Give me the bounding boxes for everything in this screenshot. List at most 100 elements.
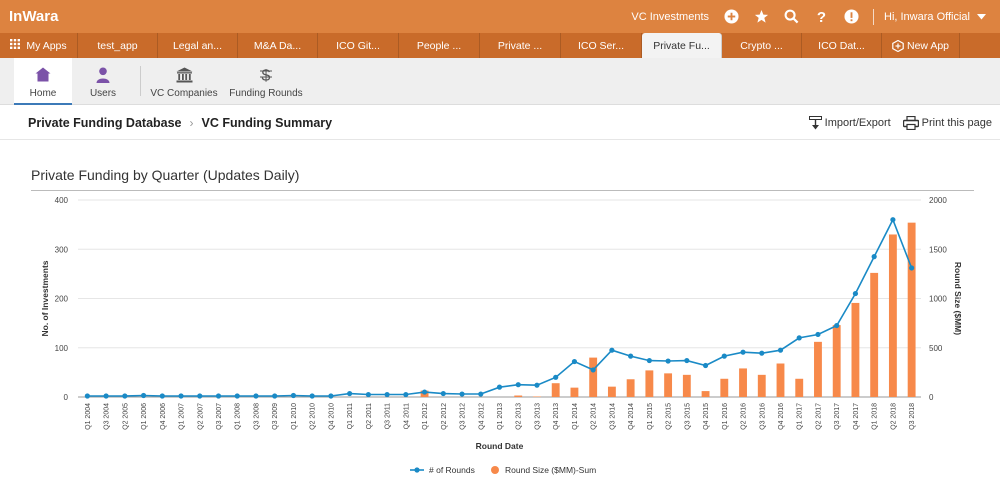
point-rounds [609,347,615,353]
tab-new-app[interactable]: New App [882,33,960,58]
bar-round-size [795,378,804,397]
bar-round-size [870,272,879,397]
x-tick-label: Q1 2012 [422,403,429,430]
point-rounds [534,382,540,388]
x-tick-label: Q2 2012 [441,403,448,430]
point-rounds [834,322,840,329]
bar-round-size [851,302,860,397]
x-tick-label: Q3 2008 [253,403,260,430]
header-divider [873,8,874,25]
x-tick-label: Q2 2017 [815,403,822,430]
x-tick-label: Q2 2016 [741,403,748,430]
nav-funding-rounds[interactable]: $ Funding Rounds [227,58,305,105]
tab-test-app[interactable]: test_app [78,33,158,58]
x-tick-label: Q4 2014 [628,403,635,430]
bar-round-size [814,341,822,397]
breadcrumb-bar: Private Funding Database › VC Funding Su… [0,106,1000,140]
tab-label: M&A Da... [253,39,302,52]
point-rounds [253,393,259,399]
tab-my-apps[interactable]: My Apps [0,33,78,58]
bar-round-size [645,370,654,397]
brand-logo[interactable]: InWara [9,8,59,25]
breadcrumb-chevron-icon: › [189,115,194,130]
star-icon[interactable] [753,9,769,25]
main-content: Private Funding by Quarter (Updates Dail… [0,141,1000,483]
point-rounds [702,362,709,369]
nav-vc-companies[interactable]: VC Companies [147,58,221,105]
vc-investments-link[interactable]: VC Investments [631,10,709,23]
tab-label: test_app [97,39,138,52]
point-rounds [796,335,802,341]
y2-tick-label: 2000 [929,196,947,205]
user-menu[interactable]: Hi, Inwara Official [884,11,986,23]
nav-users[interactable]: Users [72,58,134,105]
plus-circle-icon[interactable] [723,9,739,25]
import-export-icon [808,116,825,130]
home-icon [35,65,51,85]
tab-legal[interactable]: Legal an... [158,33,238,58]
point-rounds [740,349,746,355]
point-rounds [478,391,484,397]
x-tick-label: Q2 2014 [591,403,598,430]
x-tick-label: Q2 2007 [197,403,204,430]
tab-label: People ... [416,39,462,52]
tab-ma-data[interactable]: M&A Da... [238,33,318,58]
tab-crypto[interactable]: Crypto ... [722,33,802,58]
point-rounds [215,393,222,399]
tab-people[interactable]: People ... [399,33,480,58]
bar-round-size [720,378,729,397]
tab-label: Private ... [497,39,543,52]
tab-label: ICO Git... [336,39,380,52]
svg-text:$: $ [262,68,271,84]
nav-divider [140,66,141,96]
tab-private[interactable]: Private ... [480,33,561,58]
bar-round-size [682,374,691,397]
nav-home[interactable]: Home [14,58,72,105]
print-button[interactable]: Print this page [902,116,992,130]
point-rounds [234,393,240,399]
title-divider [31,190,974,191]
bar-round-size [626,379,635,397]
legend-label-rounds: # of Rounds [429,465,475,475]
search-icon[interactable] [783,9,799,25]
x-axis-title: Round Date [476,441,524,451]
nav-label: Home [29,87,57,99]
x-tick-label: Q1 2004 [85,403,92,430]
x-tick-label: Q3 2016 [759,403,766,430]
x-tick-label: Q1 2013 [497,403,504,430]
x-tick-label: Q1 2017 [797,403,804,430]
page-title: VC Funding Summary [201,115,333,130]
y-tick-label: 300 [55,245,69,254]
nav-label: Users [89,87,117,99]
point-rounds [628,353,634,359]
y2-tick-label: 1500 [929,245,947,254]
help-icon[interactable]: ? [813,9,829,25]
import-export-button[interactable]: Import/Export [808,116,891,130]
dollar-icon: $ [259,65,273,85]
x-tick-label: Q1 2006 [141,403,148,430]
bar-round-size [776,363,785,397]
tab-ico-services[interactable]: ICO Ser... [561,33,642,58]
point-rounds [347,390,353,397]
tab-private-funding[interactable]: Private Fu... [642,33,722,58]
top-right-menu: VC Investments ? Hi, Inwara Official [631,0,986,33]
breadcrumb: Private Funding Database › VC Funding Su… [28,116,332,130]
x-tick-label: Q1 2014 [572,403,579,430]
print-label: Print this page [921,117,992,129]
tab-label: Private Fu... [653,39,710,52]
x-tick-label: Q4 2017 [853,403,860,430]
point-rounds [403,391,409,398]
tab-ico-data[interactable]: ICO Dat... [802,33,882,58]
point-rounds [309,393,315,399]
x-tick-label: Q2 2015 [666,403,673,430]
tab-label: ICO Ser... [577,39,625,52]
x-tick-label: Q3 2013 [534,403,541,430]
y-tick-label: 200 [55,295,69,304]
point-rounds [553,374,559,380]
x-tick-label: Q4 2006 [160,403,167,430]
point-rounds [384,391,390,398]
breadcrumb-parent[interactable]: Private Funding Database [28,115,182,130]
alert-icon[interactable] [843,9,859,25]
tab-ico-github[interactable]: ICO Git... [318,33,399,58]
bar-round-size [832,325,841,397]
